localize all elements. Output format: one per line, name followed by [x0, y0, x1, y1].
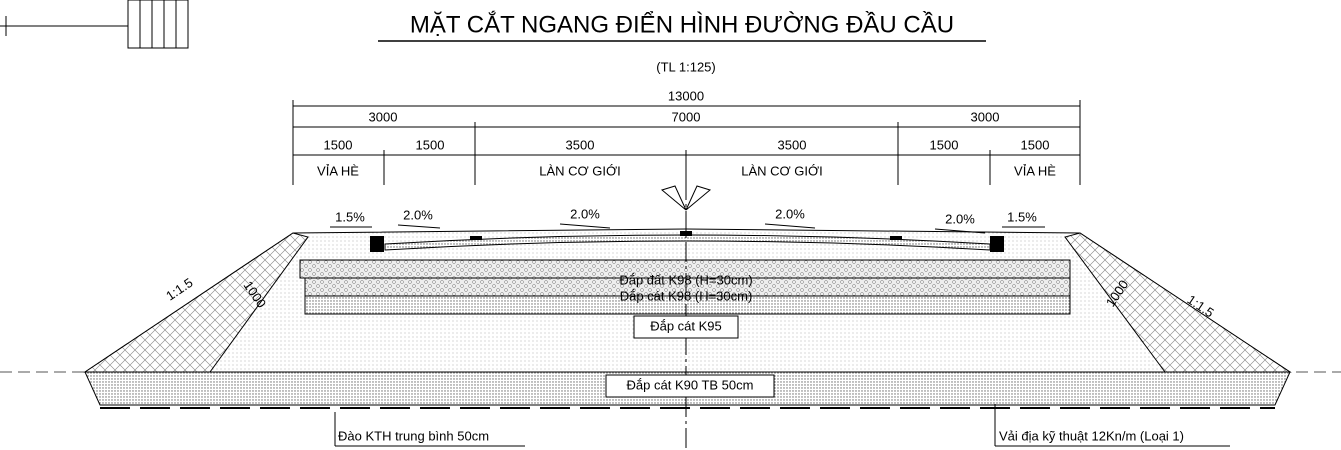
dim-level2: 7000 [672, 109, 701, 124]
crossfall: 2.0% [775, 206, 805, 221]
layer-label: Đắp đất K98 (H=30cm) [619, 272, 752, 287]
zone-label: LÀN CƠ GIỚI [741, 163, 823, 178]
slope-ratio: 1:1.5 [163, 275, 195, 304]
cross-section: MẶT CẮT NGANG ĐIỂN HÌNH ĐƯỜNG ĐẦU CẦU (T… [0, 0, 1341, 450]
scale: (TL 1:125) [656, 59, 716, 74]
crossfall: 2.0% [403, 207, 433, 222]
drawing-line [765, 224, 815, 228]
dim-level3: 1500 [324, 137, 353, 152]
zone-label: VỈA HÈ [317, 163, 359, 178]
drawing-rect [470, 236, 482, 240]
drawing-rect [128, 0, 188, 48]
drawing-line [398, 225, 440, 228]
dim-level3: 1500 [1021, 137, 1050, 152]
dim-level3: 3500 [566, 137, 595, 152]
dim-total: 13000 [668, 88, 704, 103]
layer-label: Đắp cát K90 TB 50cm [627, 377, 754, 392]
crossfall: 2.0% [945, 211, 975, 226]
title: MẶT CẮT NGANG ĐIỂN HÌNH ĐƯỜNG ĐẦU CẦU [410, 10, 954, 38]
zone-label: LÀN CƠ GIỚI [539, 163, 621, 178]
page: Mặt cắt ngang {"title": "MẶT CẮT NGANG Đ… [0, 0, 1341, 450]
drawing-rect [890, 236, 902, 240]
crossfall: 1.5% [1007, 209, 1037, 224]
zone-label: VỈA HÈ [1014, 163, 1056, 178]
dim-level3: 1500 [416, 137, 445, 152]
dim-level3: 1500 [930, 137, 959, 152]
crossfall: 1.5% [335, 209, 365, 224]
drawing-g [0, 0, 188, 48]
body: MẶT CẮT NGANG ĐIỂN HÌNH ĐƯỜNG ĐẦU CẦU (T… [0, 0, 1341, 450]
drawing-line [560, 224, 610, 228]
drawing-rect [370, 236, 384, 252]
dim-level2: 3000 [971, 109, 1000, 124]
layer-label: Đắp cát K98 (H=30cm) [620, 288, 753, 303]
dim-level3: 3500 [778, 137, 807, 152]
note: Đào KTH trung bình 50cm [338, 428, 489, 443]
dim-level2: 3000 [369, 109, 398, 124]
note: Vải địa kỹ thuật 12Kn/m (Loại 1) [999, 428, 1184, 443]
layer-label: Đắp cát K95 [650, 318, 722, 333]
drawing-rect [990, 236, 1004, 252]
crossfall: 2.0% [570, 206, 600, 221]
